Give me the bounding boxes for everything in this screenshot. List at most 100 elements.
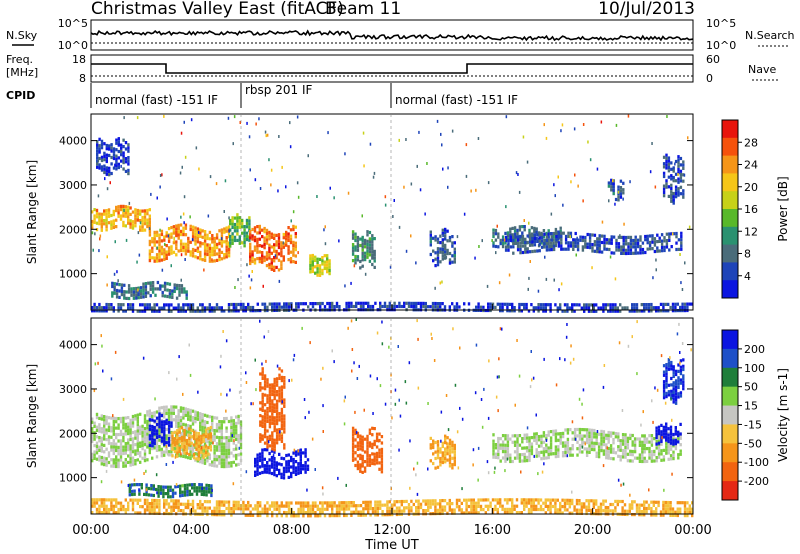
echo-cell <box>220 439 223 443</box>
echo-cell <box>525 433 529 437</box>
echo-cell <box>672 368 675 372</box>
echo-cell <box>136 212 139 216</box>
echo-cell <box>213 457 216 461</box>
echo-cell <box>405 499 408 503</box>
echo-cell <box>350 510 353 514</box>
echo-cell <box>180 426 184 430</box>
echo-cell <box>501 309 504 313</box>
echo-cell <box>160 423 164 427</box>
echo-cell <box>444 227 447 231</box>
echo-cell <box>162 488 165 492</box>
echo-cell <box>371 246 374 251</box>
echo-cell <box>263 504 267 508</box>
echo-cell <box>231 219 234 223</box>
echo-cell <box>636 251 640 255</box>
echo-cell <box>555 231 558 235</box>
echo-cell <box>237 440 240 444</box>
echo-cell <box>273 501 276 505</box>
echo-cell <box>665 166 668 170</box>
echo-cell <box>171 447 174 451</box>
echo-cell <box>119 303 123 307</box>
echo-cell <box>364 500 367 504</box>
echo-cell <box>122 464 125 468</box>
echo-cell <box>117 306 120 310</box>
echo-cell <box>127 143 130 147</box>
echo-cell <box>491 507 495 512</box>
echo-cell <box>163 439 166 443</box>
echo-cell <box>181 484 184 488</box>
echo-cell <box>112 439 115 443</box>
echo-cell <box>369 503 372 507</box>
echo-speck <box>553 183 555 187</box>
echo-cell <box>323 263 326 267</box>
freq-label-line1: Freq. <box>6 53 33 66</box>
echo-cell <box>282 473 286 477</box>
echo-cell <box>682 179 685 183</box>
echo-cell <box>691 302 694 306</box>
echo-cell <box>177 444 180 448</box>
echo-cell <box>436 456 440 460</box>
echo-cell <box>209 432 213 436</box>
echo-cell <box>171 289 174 293</box>
echo-cell <box>131 501 135 505</box>
echo-cell <box>366 252 369 256</box>
echo-cell <box>607 456 610 460</box>
echo-cell <box>187 502 190 506</box>
echo-cell <box>129 437 132 442</box>
echo-cell <box>254 507 257 511</box>
echo-cell <box>525 436 529 440</box>
echo-cell <box>614 306 617 310</box>
echo-cell <box>374 503 377 507</box>
echo-cell <box>497 232 500 236</box>
echo-cell <box>657 446 661 450</box>
echo-cell <box>297 468 300 472</box>
echo-cell <box>105 153 108 157</box>
echo-cell <box>127 432 130 436</box>
echo-cell <box>380 447 384 451</box>
echo-cell <box>295 501 298 505</box>
echo-cell <box>547 242 550 246</box>
echo-cell <box>669 444 673 448</box>
echo-cell <box>112 147 116 151</box>
echo-cell <box>223 227 226 231</box>
echo-cell <box>189 224 192 228</box>
echo-cell <box>682 163 685 167</box>
echo-cell <box>667 390 671 394</box>
echo-cell <box>119 445 123 449</box>
echo-cell <box>287 469 290 473</box>
echo-cell <box>444 441 447 445</box>
echo-speck <box>591 266 593 270</box>
echo-cell <box>108 166 111 170</box>
echo-cell <box>511 233 514 237</box>
echo-cell <box>122 508 125 512</box>
echo-cell <box>91 504 94 508</box>
echo-cell <box>136 416 139 420</box>
echo-speck <box>405 138 407 141</box>
echo-cell <box>211 253 214 257</box>
echo-cell <box>448 505 451 509</box>
echo-cell <box>172 447 175 451</box>
echo-cell <box>220 250 224 254</box>
echo-cell <box>225 426 228 430</box>
echo-cell <box>497 245 500 249</box>
echo-cell <box>677 456 680 460</box>
echo-cell <box>542 431 546 435</box>
date-label: 10/Jul/2013 <box>598 0 695 19</box>
echo-cell <box>105 457 108 461</box>
echo-cell <box>134 417 137 421</box>
echo-speck <box>246 263 248 267</box>
echo-cell <box>282 466 286 470</box>
echo-cell <box>537 231 541 235</box>
echo-cell <box>178 430 181 434</box>
echo-cell <box>356 435 360 439</box>
echo-cell <box>554 243 558 248</box>
echo-cell <box>547 456 550 460</box>
echo-cell <box>191 422 195 426</box>
echo-cell <box>136 448 139 452</box>
echo-cell <box>436 302 439 306</box>
echo-cell <box>265 235 269 239</box>
echo-cell <box>275 406 279 410</box>
echo-cell <box>431 305 435 309</box>
echo-cell <box>148 220 151 225</box>
echo-cell <box>223 417 226 421</box>
